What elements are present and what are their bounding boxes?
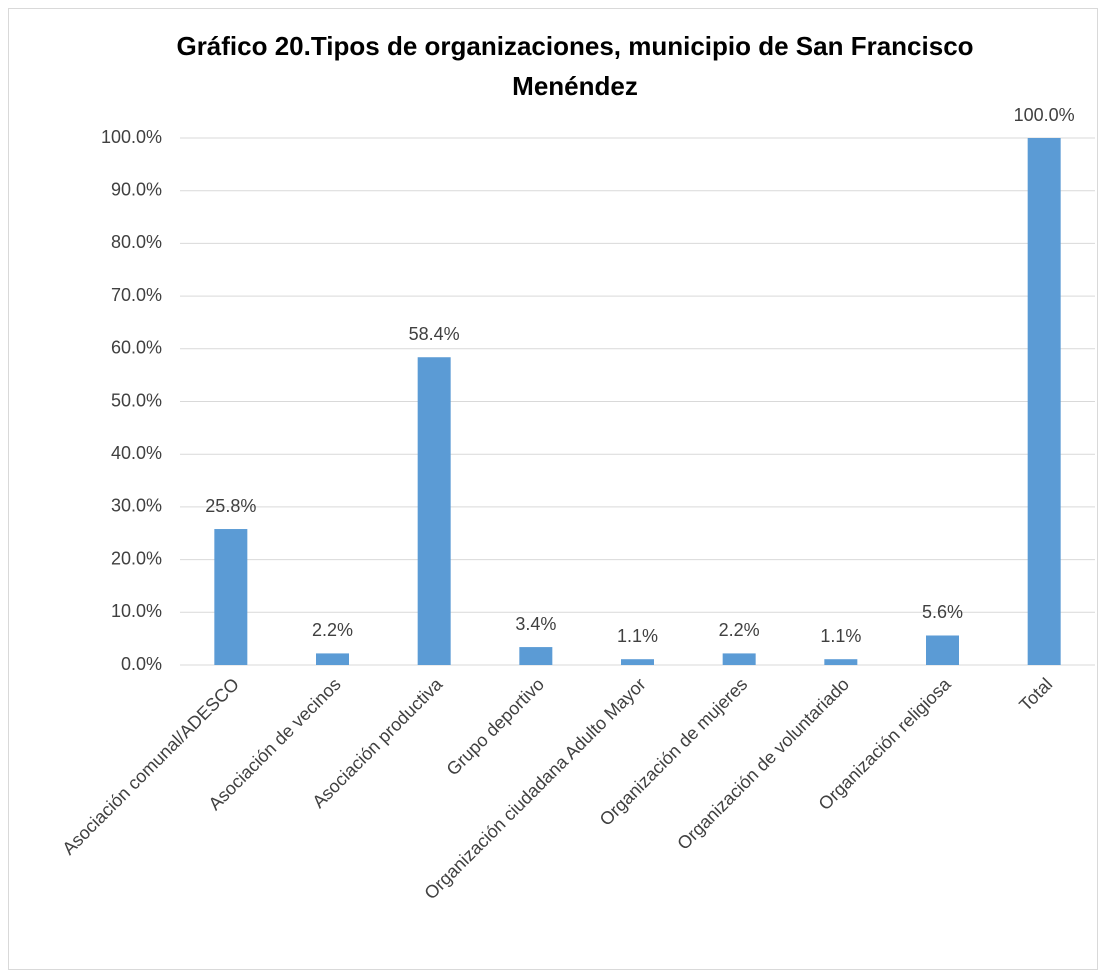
y-tick-label: 50.0% bbox=[111, 390, 162, 410]
bar bbox=[519, 647, 553, 665]
data-label: 2.2% bbox=[312, 620, 353, 640]
data-label: 1.1% bbox=[820, 626, 861, 646]
bar bbox=[316, 653, 349, 665]
y-tick-label: 20.0% bbox=[111, 548, 162, 568]
bar bbox=[722, 653, 756, 665]
data-label: 2.2% bbox=[719, 620, 760, 640]
x-tick-label: Organización de voluntariado bbox=[673, 674, 853, 854]
chart-border bbox=[8, 8, 1098, 970]
y-tick-label: 100.0% bbox=[101, 127, 162, 147]
y-tick-label: 0.0% bbox=[121, 654, 162, 674]
data-label: 1.1% bbox=[617, 626, 658, 646]
y-tick-label: 30.0% bbox=[111, 496, 162, 516]
data-label: 58.4% bbox=[409, 324, 460, 344]
bar bbox=[824, 659, 858, 665]
bar bbox=[1027, 138, 1061, 665]
y-tick-label: 10.0% bbox=[111, 601, 162, 621]
y-tick-label: 60.0% bbox=[111, 338, 162, 358]
data-label: 5.6% bbox=[922, 602, 963, 622]
x-tick-label: Organización ciudadana Adulto Mayor bbox=[420, 674, 649, 903]
bar bbox=[621, 659, 654, 665]
y-tick-label: 80.0% bbox=[111, 232, 162, 252]
x-tick-label: Total bbox=[1015, 674, 1056, 715]
y-tick-label: 40.0% bbox=[111, 443, 162, 463]
bar bbox=[214, 529, 248, 665]
x-tick-label: Asociación comunal/ADESCO bbox=[58, 674, 243, 859]
chart-title: Gráfico 20.Tipos de organizaciones, muni… bbox=[176, 31, 974, 101]
x-tick-label: Grupo deportivo bbox=[443, 674, 548, 779]
data-label: 3.4% bbox=[515, 614, 556, 634]
bar bbox=[417, 357, 451, 665]
y-tick-label: 70.0% bbox=[111, 285, 162, 305]
data-label: 100.0% bbox=[1014, 105, 1075, 125]
y-tick-label: 90.0% bbox=[111, 179, 162, 199]
data-label: 25.8% bbox=[205, 496, 256, 516]
bar bbox=[926, 635, 959, 665]
